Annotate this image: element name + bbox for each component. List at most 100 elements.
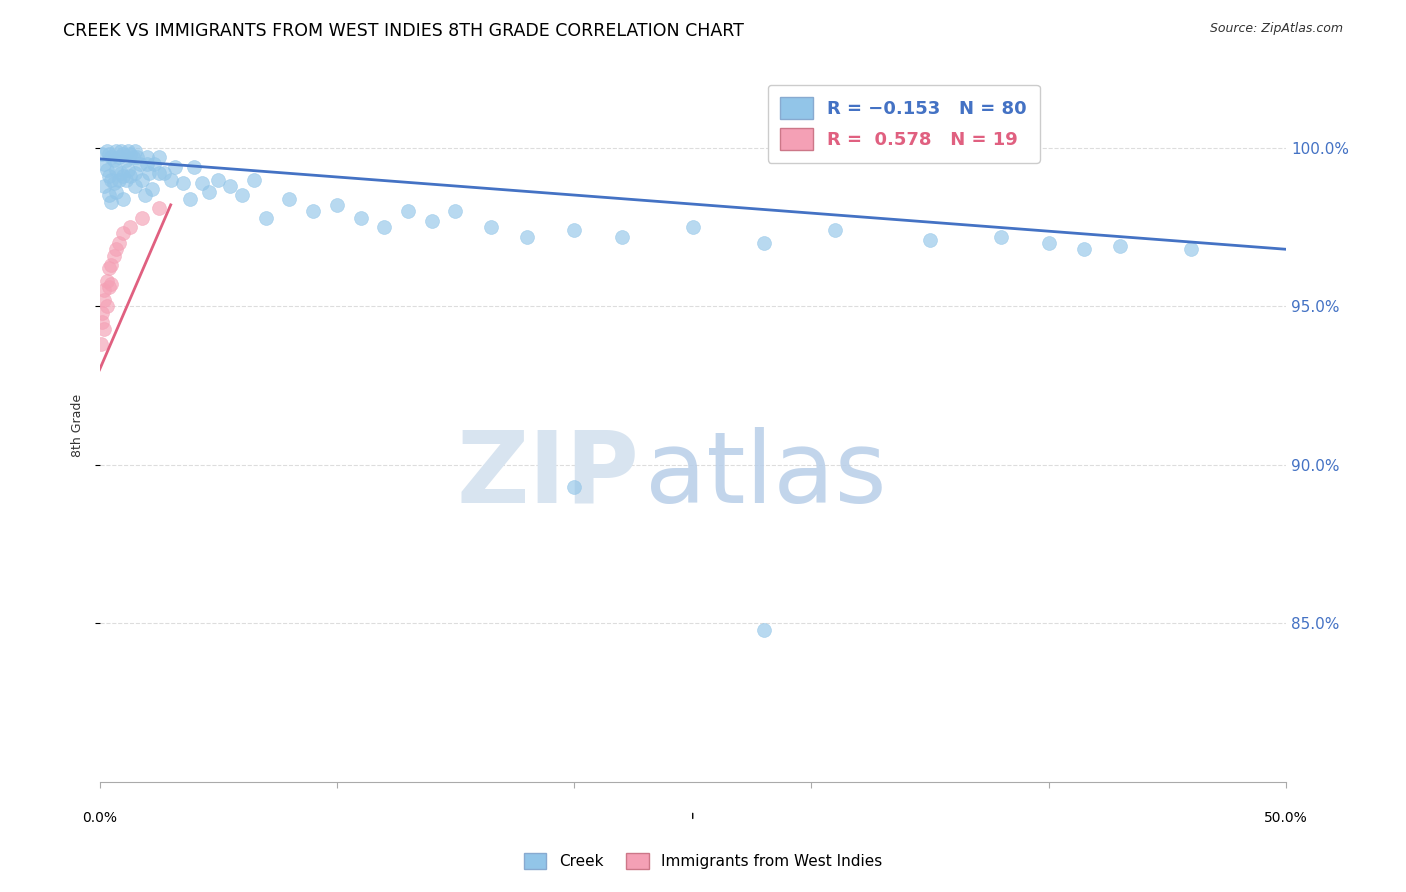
Point: [100, 194, 122, 209]
Point: [349, 211, 371, 225]
Point: [98, 147, 121, 161]
Point: [152, 166, 174, 180]
Point: [207, 172, 229, 186]
Point: [128, 156, 150, 170]
Point: [112, 192, 135, 206]
Point: [112, 169, 135, 184]
Point: [148, 150, 170, 164]
Point: [752, 235, 775, 250]
Point: [120, 169, 142, 184]
Point: [179, 192, 201, 206]
Point: [136, 156, 159, 170]
Legend: Creek, Immigrants from West Indies: Creek, Immigrants from West Indies: [517, 847, 889, 875]
Point: [990, 229, 1012, 244]
Point: [90, 147, 112, 161]
Point: [516, 229, 538, 244]
Point: [752, 623, 775, 637]
Point: [112, 147, 135, 161]
Point: [98, 261, 121, 276]
Point: [98, 169, 121, 184]
Text: 50.0%: 50.0%: [1264, 811, 1308, 824]
Point: [107, 150, 129, 164]
Point: [105, 185, 128, 199]
Point: [172, 176, 194, 190]
Point: [219, 178, 242, 193]
Point: [610, 229, 633, 244]
Point: [98, 188, 121, 202]
Point: [96, 144, 118, 158]
Point: [90, 337, 112, 351]
Point: [117, 144, 139, 158]
Point: [96, 274, 118, 288]
Point: [96, 163, 118, 178]
Text: ZIP: ZIP: [457, 426, 640, 524]
Point: [197, 185, 219, 199]
Point: [373, 220, 395, 235]
Point: [1108, 239, 1130, 253]
Point: [396, 204, 419, 219]
Y-axis label: 8th Grade: 8th Grade: [72, 393, 84, 457]
Point: [143, 156, 166, 170]
Point: [120, 220, 142, 235]
Point: [93, 321, 115, 335]
Point: [124, 144, 146, 158]
Point: [134, 188, 156, 202]
Point: [124, 166, 146, 180]
Point: [131, 211, 153, 225]
Point: [278, 192, 301, 206]
Point: [165, 160, 187, 174]
Legend: R = −0.153   N = 80, R =  0.578   N = 19: R = −0.153 N = 80, R = 0.578 N = 19: [768, 85, 1039, 163]
Text: 0.0%: 0.0%: [82, 811, 117, 824]
Point: [183, 160, 205, 174]
Point: [131, 172, 153, 186]
Point: [824, 223, 846, 237]
Point: [105, 163, 128, 178]
Point: [93, 284, 115, 298]
Point: [105, 144, 128, 158]
Point: [121, 150, 143, 164]
Point: [127, 150, 149, 164]
Point: [148, 166, 170, 180]
Point: [107, 172, 129, 186]
Point: [98, 280, 121, 294]
Point: [326, 198, 349, 212]
Point: [93, 293, 115, 307]
Point: [90, 306, 112, 320]
Point: [302, 204, 325, 219]
Point: [103, 153, 125, 168]
Point: [103, 176, 125, 190]
Point: [562, 480, 585, 494]
Point: [682, 220, 704, 235]
Point: [110, 166, 132, 180]
Text: atlas: atlas: [645, 426, 887, 524]
Point: [254, 211, 277, 225]
Point: [107, 235, 129, 250]
Point: [918, 233, 941, 247]
Point: [138, 166, 160, 180]
Point: [124, 178, 146, 193]
Point: [242, 172, 264, 186]
Point: [136, 150, 159, 164]
Point: [100, 150, 122, 164]
Point: [420, 213, 443, 227]
Point: [90, 315, 112, 329]
Point: [93, 156, 115, 170]
Text: Source: ZipAtlas.com: Source: ZipAtlas.com: [1209, 22, 1343, 36]
Point: [112, 227, 135, 241]
Point: [141, 182, 163, 196]
Point: [114, 172, 136, 186]
Point: [100, 277, 122, 292]
Point: [120, 147, 142, 161]
Point: [231, 188, 253, 202]
Point: [93, 178, 115, 193]
Point: [190, 176, 212, 190]
Point: [148, 201, 170, 215]
Point: [110, 144, 132, 158]
Point: [103, 249, 125, 263]
Point: [1038, 235, 1060, 250]
Point: [1180, 242, 1202, 256]
Point: [100, 258, 122, 272]
Point: [117, 163, 139, 178]
Point: [96, 299, 118, 313]
Point: [479, 220, 502, 235]
